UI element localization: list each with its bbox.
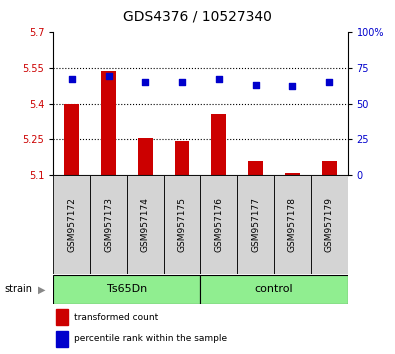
Point (105, 74, 112, 79)
Bar (90, 32, 127, 175)
Bar (90, 175, 127, 274)
Bar (175, 141, 190, 175)
Bar (311, 175, 348, 274)
Bar (237, 32, 274, 175)
Bar (201, 32, 237, 175)
Point (326, 79, 332, 85)
Text: GSM957173: GSM957173 (104, 197, 113, 252)
Text: GSM957179: GSM957179 (325, 197, 334, 252)
Bar (248, 161, 263, 175)
Bar (311, 32, 348, 175)
Point (179, 79, 185, 85)
Bar (201, 175, 237, 274)
Bar (138, 138, 152, 175)
Text: control: control (255, 284, 293, 295)
Text: GSM957177: GSM957177 (251, 197, 260, 252)
Bar (322, 161, 337, 175)
Bar (237, 175, 274, 274)
Text: GSM957176: GSM957176 (214, 197, 223, 252)
Bar (211, 114, 226, 175)
Bar (285, 173, 300, 175)
Point (142, 79, 149, 85)
Point (216, 76, 222, 82)
Text: transformed count: transformed count (74, 313, 158, 322)
Bar (101, 71, 116, 175)
Text: GSM957172: GSM957172 (67, 197, 76, 252)
Point (289, 84, 295, 89)
Text: GSM957175: GSM957175 (178, 197, 186, 252)
Text: Ts65Dn: Ts65Dn (107, 284, 147, 295)
Text: ▶: ▶ (38, 284, 46, 295)
Bar (64, 103, 79, 175)
Bar (127, 175, 164, 274)
Text: GSM957178: GSM957178 (288, 197, 297, 252)
Bar (274, 32, 311, 175)
Point (69, 76, 75, 82)
Bar (201, 275, 348, 304)
Bar (274, 175, 311, 274)
Text: percentile rank within the sample: percentile rank within the sample (74, 335, 227, 343)
Point (252, 82, 259, 88)
Bar (164, 175, 201, 274)
Bar (164, 32, 201, 175)
Bar (53, 275, 201, 304)
Text: GDS4376 / 10527340: GDS4376 / 10527340 (123, 10, 272, 24)
Bar (53, 32, 90, 175)
Bar (56, 331, 68, 347)
Text: strain: strain (4, 284, 32, 295)
Bar (56, 309, 68, 325)
Text: GSM957174: GSM957174 (141, 197, 150, 252)
Bar (127, 32, 164, 175)
Bar (53, 175, 90, 274)
